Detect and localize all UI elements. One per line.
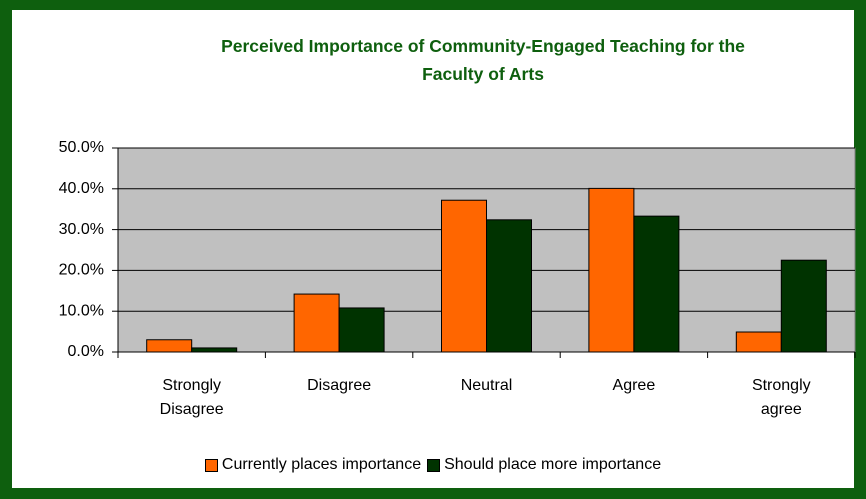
legend: Currently places importance Should place … — [0, 456, 866, 474]
legend-item: Should place more importance — [427, 456, 661, 474]
x-tick-label: Strongly agree — [751, 377, 811, 418]
y-tick-label: 40.0% — [59, 180, 104, 197]
x-tick-label: Agree — [612, 377, 656, 394]
y-tick-label: 30.0% — [59, 221, 104, 238]
bar — [146, 339, 193, 353]
bar — [486, 219, 532, 353]
y-tick-label: 50.0% — [59, 139, 104, 156]
bar — [191, 347, 238, 353]
x-tick-label: Neutral — [460, 377, 513, 394]
x-tick-label: Disagree — [307, 377, 372, 394]
legend-label: Currently places importance — [221, 456, 422, 473]
legend-swatch — [204, 458, 218, 472]
bar — [780, 259, 827, 353]
bar — [293, 293, 340, 353]
bar — [735, 331, 782, 353]
legend-swatch — [427, 458, 441, 472]
chart-title: Perceived Importance of Community-Engage… — [221, 36, 745, 84]
bar — [338, 307, 385, 353]
y-tick-label: 10.0% — [59, 302, 104, 319]
legend-label: Should place more importance — [444, 456, 662, 473]
bar — [588, 187, 635, 353]
legend-item: Currently places importance — [204, 456, 422, 474]
x-tick-label: Strongly Disagree — [159, 377, 224, 418]
bar — [633, 215, 680, 353]
y-tick-label: 0.0% — [68, 343, 104, 360]
y-tick-label: 20.0% — [59, 262, 104, 279]
bar — [441, 199, 487, 353]
